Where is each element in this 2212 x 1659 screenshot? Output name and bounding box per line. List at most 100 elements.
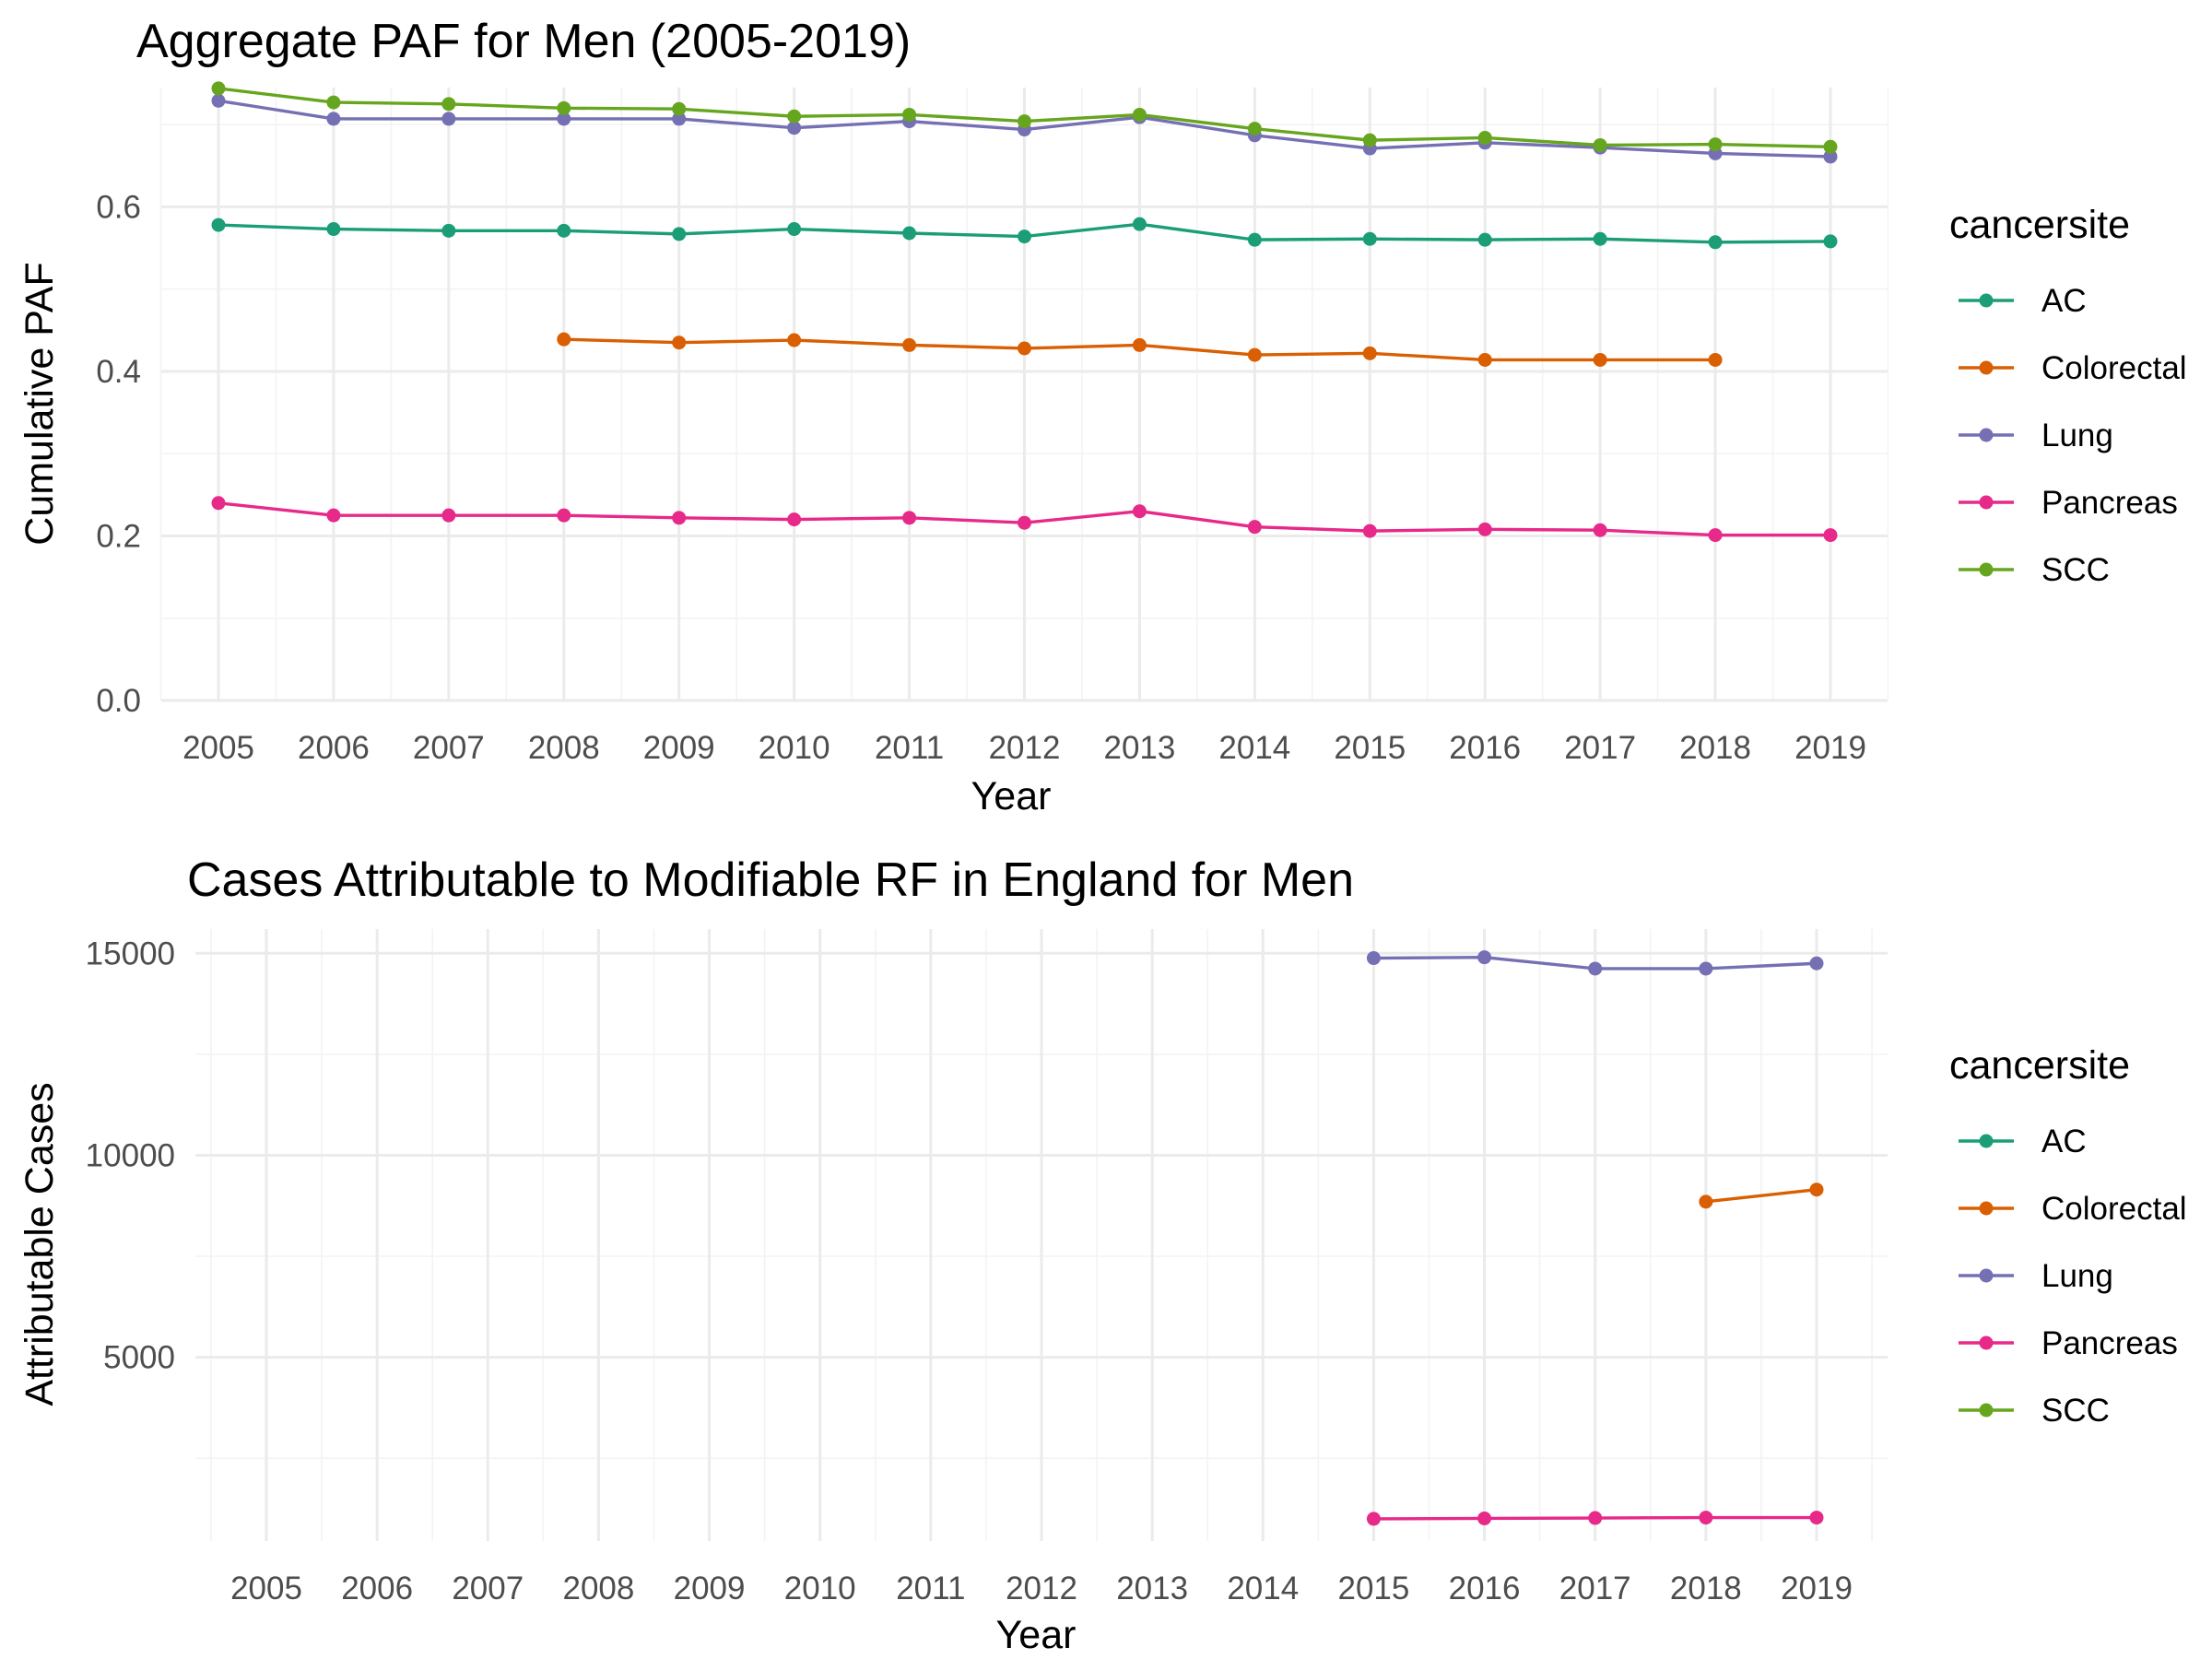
data-point-colorectal: [1809, 1182, 1824, 1197]
legend-entry-colorectal: Colorectal: [1959, 1191, 2187, 1227]
legend-entry-ac: AC: [1959, 283, 2087, 319]
major-gridlines: [161, 88, 1888, 702]
legend-label: AC: [2041, 1124, 2087, 1159]
data-point-lung: [1699, 961, 1713, 976]
x-tick-label: 2010: [759, 730, 830, 766]
legend-label: Lung: [2041, 418, 2113, 453]
x-tick-label: 2005: [230, 1571, 302, 1606]
y-tick-label: 15000: [86, 935, 175, 971]
y-tick-label: 0.0: [96, 683, 141, 719]
plot-area: [195, 929, 1888, 1541]
legend-key-point: [1979, 293, 1994, 308]
x-tick-label: 2007: [452, 1571, 524, 1606]
series-points: [1366, 950, 1824, 1526]
data-point-lung: [557, 112, 571, 126]
data-point-colorectal: [672, 335, 687, 350]
x-axis-title: Year: [996, 1613, 1077, 1657]
legend-title: cancersite: [1949, 203, 2130, 247]
x-tick-label: 2013: [1116, 1571, 1188, 1606]
data-point-scc: [1823, 139, 1838, 154]
x-tick-label: 2017: [1564, 730, 1636, 766]
data-point-pancreas: [441, 508, 456, 523]
data-point-ac: [557, 223, 571, 238]
data-point-ac: [211, 218, 226, 232]
data-point-pancreas: [1823, 528, 1838, 543]
data-point-lung: [1823, 149, 1838, 164]
legend-label: SCC: [2041, 552, 2110, 588]
x-tick-label: 2008: [562, 1571, 634, 1606]
major-gridlines: [195, 929, 1888, 1541]
data-point-ac: [902, 226, 917, 241]
x-tick-label: 2019: [1794, 730, 1866, 766]
x-tick-label: 2010: [784, 1571, 856, 1606]
data-point-scc: [1362, 133, 1377, 147]
data-point-pancreas: [787, 512, 802, 527]
x-tick-label: 2015: [1337, 1571, 1409, 1606]
x-tick-label: 2018: [1670, 1571, 1742, 1606]
data-point-colorectal: [902, 337, 917, 352]
data-point-pancreas: [1132, 504, 1147, 519]
x-tick-labels: 2005 2006 2007 2008 2009 2010 2011 2012 2013 2014…: [230, 1571, 1853, 1606]
data-point-scc: [326, 95, 341, 110]
legend-label: Colorectal: [2041, 1191, 2187, 1227]
x-tick-label: 2012: [989, 730, 1061, 766]
x-tick-label: 2008: [528, 730, 600, 766]
data-point-ac: [1247, 232, 1262, 247]
legend-label: AC: [2041, 283, 2087, 319]
data-point-scc: [211, 81, 226, 96]
data-point-ac: [1362, 231, 1377, 246]
data-point-lung: [1588, 961, 1603, 976]
data-point-ac: [441, 223, 456, 238]
legend-key-point: [1979, 1403, 1994, 1418]
series-points: [211, 81, 1838, 543]
x-tick-label: 2012: [1006, 1571, 1077, 1606]
chart-title: Aggregate PAF for Men (2005-2019): [136, 15, 911, 68]
data-point-pancreas: [1362, 524, 1377, 538]
data-point-lung: [441, 112, 456, 126]
data-point-ac: [787, 222, 802, 237]
x-tick-label: 2011: [875, 730, 944, 766]
legend-label: SCC: [2041, 1393, 2110, 1429]
legend-entry-colorectal: Colorectal: [1959, 350, 2187, 386]
data-point-scc: [557, 100, 571, 115]
legend-key-point: [1979, 360, 1994, 375]
data-point-ac: [1593, 231, 1607, 246]
data-point-colorectal: [1362, 346, 1377, 360]
data-point-scc: [787, 109, 802, 124]
data-point-colorectal: [1708, 352, 1723, 367]
data-point-ac: [1477, 232, 1492, 247]
x-tick-label: 2006: [298, 730, 370, 766]
x-tick-label: 2013: [1103, 730, 1175, 766]
x-tick-label: 2019: [1781, 1571, 1853, 1606]
x-tick-label: 2016: [1449, 730, 1521, 766]
x-tick-label: 2005: [182, 730, 254, 766]
legend-label: Pancreas: [2041, 485, 2178, 521]
legend-entry-scc: SCC: [1959, 552, 2110, 588]
legend-label: Colorectal: [2041, 350, 2187, 386]
data-point-pancreas: [1809, 1511, 1824, 1525]
x-tick-label: 2009: [674, 1571, 746, 1606]
data-point-ac: [1708, 235, 1723, 250]
legend-entry-pancreas: Pancreas: [1959, 1325, 2178, 1361]
y-tick-label: 5000: [103, 1340, 175, 1376]
x-tick-label: 2006: [341, 1571, 413, 1606]
data-point-pancreas: [902, 511, 917, 525]
legend-entries: AC Colorectal Lung Pancreas SCC: [1959, 283, 2187, 588]
plot-area: [159, 81, 1889, 702]
x-tick-labels: 2005 2006 2007 2008 2009 2010 2011 2012 2013 2014…: [182, 730, 1866, 766]
legend: cancersite AC Colorectal Lung Pancreas SCC: [1949, 1043, 2187, 1429]
legend-key-point: [1979, 1134, 1994, 1148]
legend-key-point: [1979, 1335, 1994, 1350]
x-axis-title: Year: [971, 774, 1052, 818]
x-tick-label: 2009: [643, 730, 715, 766]
y-tick-label: 0.6: [96, 189, 141, 225]
chart-title: Cases Attributable to Modifiable RF in E…: [187, 853, 1354, 907]
legend-entry-scc: SCC: [1959, 1393, 2110, 1429]
data-point-lung: [1809, 956, 1824, 971]
legend-label: Lung: [2041, 1258, 2113, 1294]
data-point-lung: [326, 112, 341, 126]
data-point-lung: [787, 121, 802, 135]
legend-entry-pancreas: Pancreas: [1959, 485, 2178, 521]
legend-title: cancersite: [1949, 1043, 2130, 1088]
